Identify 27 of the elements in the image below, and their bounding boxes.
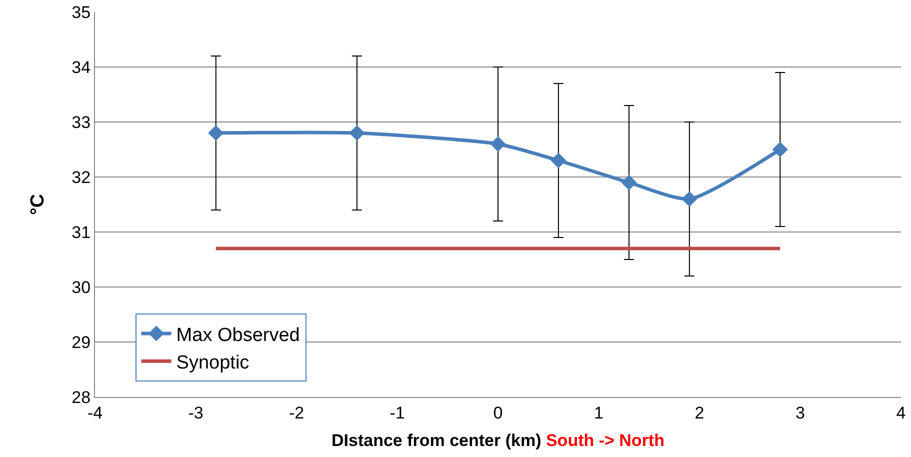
point [490,136,506,152]
y-tick-label: 31 [72,222,91,242]
point [550,152,566,168]
legend-label: Synoptic [176,352,250,374]
x-tick-label: -1 [390,403,405,422]
legend-label: Max Observed [176,324,300,346]
y-tick-label: 30 [72,278,91,297]
x-tick-label: -3 [188,403,204,422]
y-tick-label: 34 [72,58,91,77]
point [208,125,224,141]
x-axis-title: DIstance from center (km) [332,430,542,450]
point [682,191,698,207]
y-tick-label: 29 [72,332,91,352]
text: South -> North [546,430,664,450]
y-tick-label: 33 [72,112,91,132]
x-tick-label: -2 [288,403,304,422]
point [772,142,788,158]
x-tick-label: 1 [594,403,604,422]
x-tick-label: 2 [694,403,704,422]
point [621,174,637,190]
point [349,125,365,141]
y-tick-label: 35 [72,2,91,22]
x-tick-label: 3 [796,403,805,422]
x-tick-label: 0 [493,403,503,422]
y-axis-title: °C [28,194,49,216]
x-tick-label: 4 [896,403,906,422]
y-tick-label: 32 [72,168,91,187]
